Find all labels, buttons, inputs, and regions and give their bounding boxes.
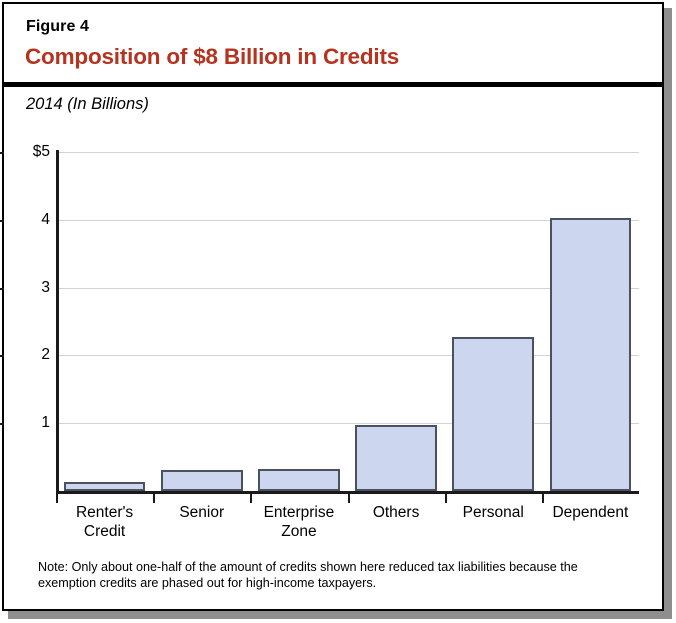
y-axis-tick-label: 2	[41, 346, 50, 364]
bar-others[interactable]	[355, 424, 437, 491]
gridline	[56, 355, 639, 357]
gridline	[56, 287, 639, 289]
x-axis-tick	[347, 494, 350, 503]
bar-senior[interactable]	[160, 469, 243, 491]
x-axis-category-label: Enterprise Zone	[250, 503, 347, 541]
header-divider	[4, 82, 662, 87]
x-axis-label-line: Enterprise	[263, 504, 335, 521]
gridline	[56, 152, 639, 153]
x-axis-category-label: Senior	[153, 503, 250, 522]
figure-header: Figure 4 Composition of $8 Billion in Cr…	[4, 4, 662, 82]
y-axis-tick-label: $5	[32, 143, 50, 160]
x-axis-label-line: Senior	[179, 504, 225, 521]
x-axis-ticks	[56, 494, 639, 503]
x-axis-category-label: Personal	[445, 503, 542, 522]
bar-series	[56, 152, 639, 491]
figure-note: Note: Only about one-half of the amount …	[38, 560, 578, 590]
x-axis-tick	[541, 494, 544, 503]
x-axis-label-line: Dependent	[552, 504, 629, 521]
y-axis-tick-label: 3	[41, 278, 50, 296]
x-axis-line	[56, 491, 639, 494]
x-axis-label-line: Others	[372, 504, 420, 521]
x-axis-label-line: Credit	[83, 523, 126, 540]
x-axis-category-label: Renter's Credit	[56, 503, 153, 541]
y-axis-tick	[0, 287, 4, 290]
figure-number-label: Figure 4	[26, 18, 90, 35]
y-axis-line	[56, 150, 59, 494]
x-axis-label-line: Renter's	[75, 504, 134, 521]
x-axis-label-line: Zone	[281, 523, 317, 540]
bar-enterprise-zone[interactable]	[258, 469, 340, 491]
y-axis-tick	[0, 152, 4, 154]
x-axis-tick	[250, 494, 253, 503]
x-axis-label-line: Personal	[462, 504, 524, 521]
y-axis-tick-label: 4	[41, 210, 50, 228]
bar-dependent[interactable]	[549, 217, 632, 491]
bar-renter-s-credit[interactable]	[63, 482, 146, 491]
chart-plot-area	[56, 152, 639, 492]
bar-personal[interactable]	[452, 337, 535, 491]
x-axis-category-label: Dependent	[542, 503, 639, 522]
figure-container: Figure 4 Composition of $8 Billion in Cr…	[0, 2, 664, 611]
y-axis-tick	[0, 355, 4, 358]
y-axis-tick	[0, 423, 4, 426]
x-axis-category-label: Others	[348, 503, 445, 522]
x-axis-labels: Renter's Credit Senior Enterprise Zone Others…	[56, 503, 639, 547]
x-axis-tick	[444, 494, 447, 503]
gridline	[56, 423, 639, 425]
figure-title: Composition of $8 Billion in Credits	[25, 44, 400, 69]
x-axis-tick	[56, 494, 58, 503]
gridline	[56, 219, 639, 221]
y-axis-tick-label: 1	[41, 414, 50, 432]
y-axis-tick	[0, 219, 4, 222]
y-axis-labels: 1 2 3 4 $5	[0, 144, 50, 492]
figure-subtitle: 2014 (In Billions)	[26, 95, 149, 113]
x-axis-tick	[153, 494, 156, 503]
